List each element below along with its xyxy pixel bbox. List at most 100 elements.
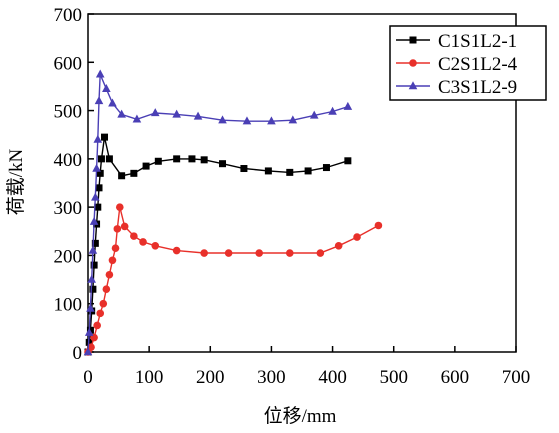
data-point-C2S1L2-4-21 <box>316 249 325 257</box>
data-point-C1S1L2-1-27 <box>344 157 352 165</box>
data-point-C2S1L2-4-18 <box>224 249 233 257</box>
data-point-C2S1L2-4-6 <box>102 285 111 294</box>
series-C3S1L2-9 <box>83 69 353 356</box>
data-point-C1S1L2-1-13 <box>105 155 113 163</box>
x-tick-label-7: 700 <box>502 367 531 388</box>
data-point-C1S1L2-1-15 <box>130 169 138 177</box>
data-point-C1S1L2-1-21 <box>219 160 227 168</box>
y-tick-label-6: 600 <box>54 53 83 74</box>
data-point-C3S1L2-9-21 <box>288 115 298 124</box>
data-point-C2S1L2-4-13 <box>130 232 138 240</box>
legend-label-2: C3S1L2-9 <box>438 77 517 98</box>
legend-marker-2 <box>408 81 418 90</box>
data-point-C3S1L2-9-9 <box>94 96 104 105</box>
data-point-C1S1L2-1-25 <box>304 167 312 175</box>
data-point-C3S1L2-9-6 <box>91 192 100 201</box>
data-point-C3S1L2-9-14 <box>132 114 142 123</box>
data-point-C2S1L2-4-5 <box>99 299 108 308</box>
legend-marker-1 <box>409 59 417 67</box>
data-point-C2S1L2-4-14 <box>139 238 147 246</box>
y-tick-label-2: 200 <box>54 246 83 267</box>
data-point-C2S1L2-4-23 <box>353 233 361 241</box>
y-tick-label-1: 100 <box>54 295 83 316</box>
data-point-C3S1L2-9-1 <box>84 327 94 336</box>
legend-label-0: C1S1L2-1 <box>438 31 517 52</box>
x-tick-label-3: 300 <box>257 367 286 388</box>
data-point-C2S1L2-4-7 <box>105 270 114 279</box>
data-point-C1S1L2-1-10 <box>96 169 104 177</box>
data-point-C3S1L2-9-8 <box>93 134 103 143</box>
y-axis-title: 荷载/kN <box>5 148 27 215</box>
data-point-C3S1L2-9-16 <box>172 109 181 118</box>
data-point-C1S1L2-1-18 <box>173 155 181 163</box>
y-tick-label-0: 0 <box>73 343 83 364</box>
data-point-C3S1L2-9-24 <box>343 101 353 110</box>
series-line-C3S1L2-9 <box>87 74 349 353</box>
y-tick-label-7: 700 <box>54 5 83 26</box>
data-point-C3S1L2-9-20 <box>267 116 276 125</box>
data-point-C3S1L2-9-12 <box>108 98 117 107</box>
data-point-C2S1L2-4-9 <box>111 244 120 252</box>
data-point-C1S1L2-1-20 <box>200 156 208 164</box>
data-point-C1S1L2-1-24 <box>286 168 294 176</box>
data-point-C3S1L2-9-3 <box>87 274 96 283</box>
data-point-C3S1L2-9-4 <box>88 245 98 254</box>
y-tick-label-3: 300 <box>54 198 83 219</box>
legend-marker-0 <box>409 36 417 44</box>
data-point-C2S1L2-4-22 <box>334 241 343 250</box>
x-tick-label-0: 0 <box>83 367 93 388</box>
x-axis-title: 位移/mm <box>264 405 337 427</box>
data-point-C1S1L2-1-12 <box>101 133 109 141</box>
data-point-C3S1L2-9-18 <box>218 115 227 124</box>
data-point-C2S1L2-4-12 <box>120 222 129 231</box>
series-line-C1S1L2-1 <box>87 136 349 353</box>
data-point-C1S1L2-1-16 <box>142 162 150 170</box>
data-point-C1S1L2-1-5 <box>90 261 98 269</box>
data-point-C3S1L2-9-22 <box>309 110 319 119</box>
data-point-C2S1L2-4-20 <box>285 249 294 257</box>
data-point-C2S1L2-4-10 <box>113 225 122 233</box>
x-tick-label-1: 100 <box>135 367 164 388</box>
data-point-C1S1L2-1-11 <box>97 155 105 163</box>
data-point-C3S1L2-9-0 <box>83 347 93 356</box>
data-point-C3S1L2-9-5 <box>89 216 99 225</box>
data-point-C2S1L2-4-8 <box>108 256 117 265</box>
series-line-C2S1L2-4 <box>87 206 379 353</box>
data-point-C1S1L2-1-19 <box>188 155 196 163</box>
data-point-C2S1L2-4-15 <box>151 241 160 250</box>
legend-label-1: C2S1L2-4 <box>438 54 518 75</box>
data-point-C1S1L2-1-14 <box>118 172 126 180</box>
data-point-C2S1L2-4-3 <box>93 321 101 330</box>
data-point-C3S1L2-9-17 <box>193 111 203 120</box>
data-point-C3S1L2-9-11 <box>102 84 111 93</box>
data-point-C3S1L2-9-2 <box>86 303 95 312</box>
series-C2S1L2-4 <box>84 203 383 356</box>
data-point-C3S1L2-9-7 <box>92 163 101 172</box>
data-point-C1S1L2-1-22 <box>240 165 248 173</box>
plot-frame <box>87 13 517 353</box>
x-tick-label-5: 500 <box>379 367 408 388</box>
data-point-C2S1L2-4-16 <box>172 246 181 255</box>
data-point-C3S1L2-9-15 <box>150 108 160 117</box>
data-point-C3S1L2-9-19 <box>242 116 252 125</box>
data-point-C2S1L2-4-11 <box>115 203 124 211</box>
data-point-C2S1L2-4-4 <box>96 309 105 318</box>
data-point-C1S1L2-1-17 <box>154 157 162 165</box>
x-tick-label-6: 600 <box>441 367 470 388</box>
data-point-C3S1L2-9-10 <box>95 69 105 78</box>
data-point-C3S1L2-9-13 <box>117 109 126 118</box>
data-point-C1S1L2-1-26 <box>322 164 330 172</box>
data-point-C1S1L2-1-6 <box>91 239 99 247</box>
x-tick-label-4: 400 <box>318 367 347 388</box>
series-C1S1L2-1 <box>84 133 352 356</box>
data-point-C1S1L2-1-9 <box>95 184 103 192</box>
y-tick-label-5: 500 <box>54 102 83 123</box>
data-point-C1S1L2-1-4 <box>89 285 97 293</box>
data-point-C2S1L2-4-19 <box>255 249 263 257</box>
axes: 0 100 200 300 400 500 600 700 0 100 200 300 400 500 60… <box>54 5 531 388</box>
data-point-C1S1L2-1-8 <box>94 203 102 211</box>
data-point-C2S1L2-4-1 <box>87 343 95 351</box>
data-point-C3S1L2-9-23 <box>328 106 337 115</box>
